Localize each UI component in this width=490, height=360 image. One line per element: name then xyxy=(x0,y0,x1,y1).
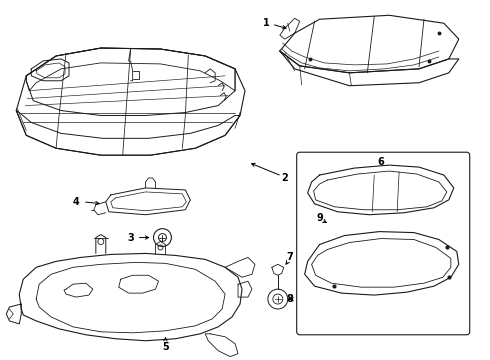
Text: 6: 6 xyxy=(378,157,385,167)
Text: 5: 5 xyxy=(162,342,169,352)
Text: 1: 1 xyxy=(263,18,270,28)
Text: 4: 4 xyxy=(73,197,79,207)
Text: 9: 9 xyxy=(316,213,323,223)
Text: 7: 7 xyxy=(286,252,293,262)
Text: 3: 3 xyxy=(127,233,134,243)
Text: 8: 8 xyxy=(286,294,293,304)
Text: 2: 2 xyxy=(281,173,288,183)
